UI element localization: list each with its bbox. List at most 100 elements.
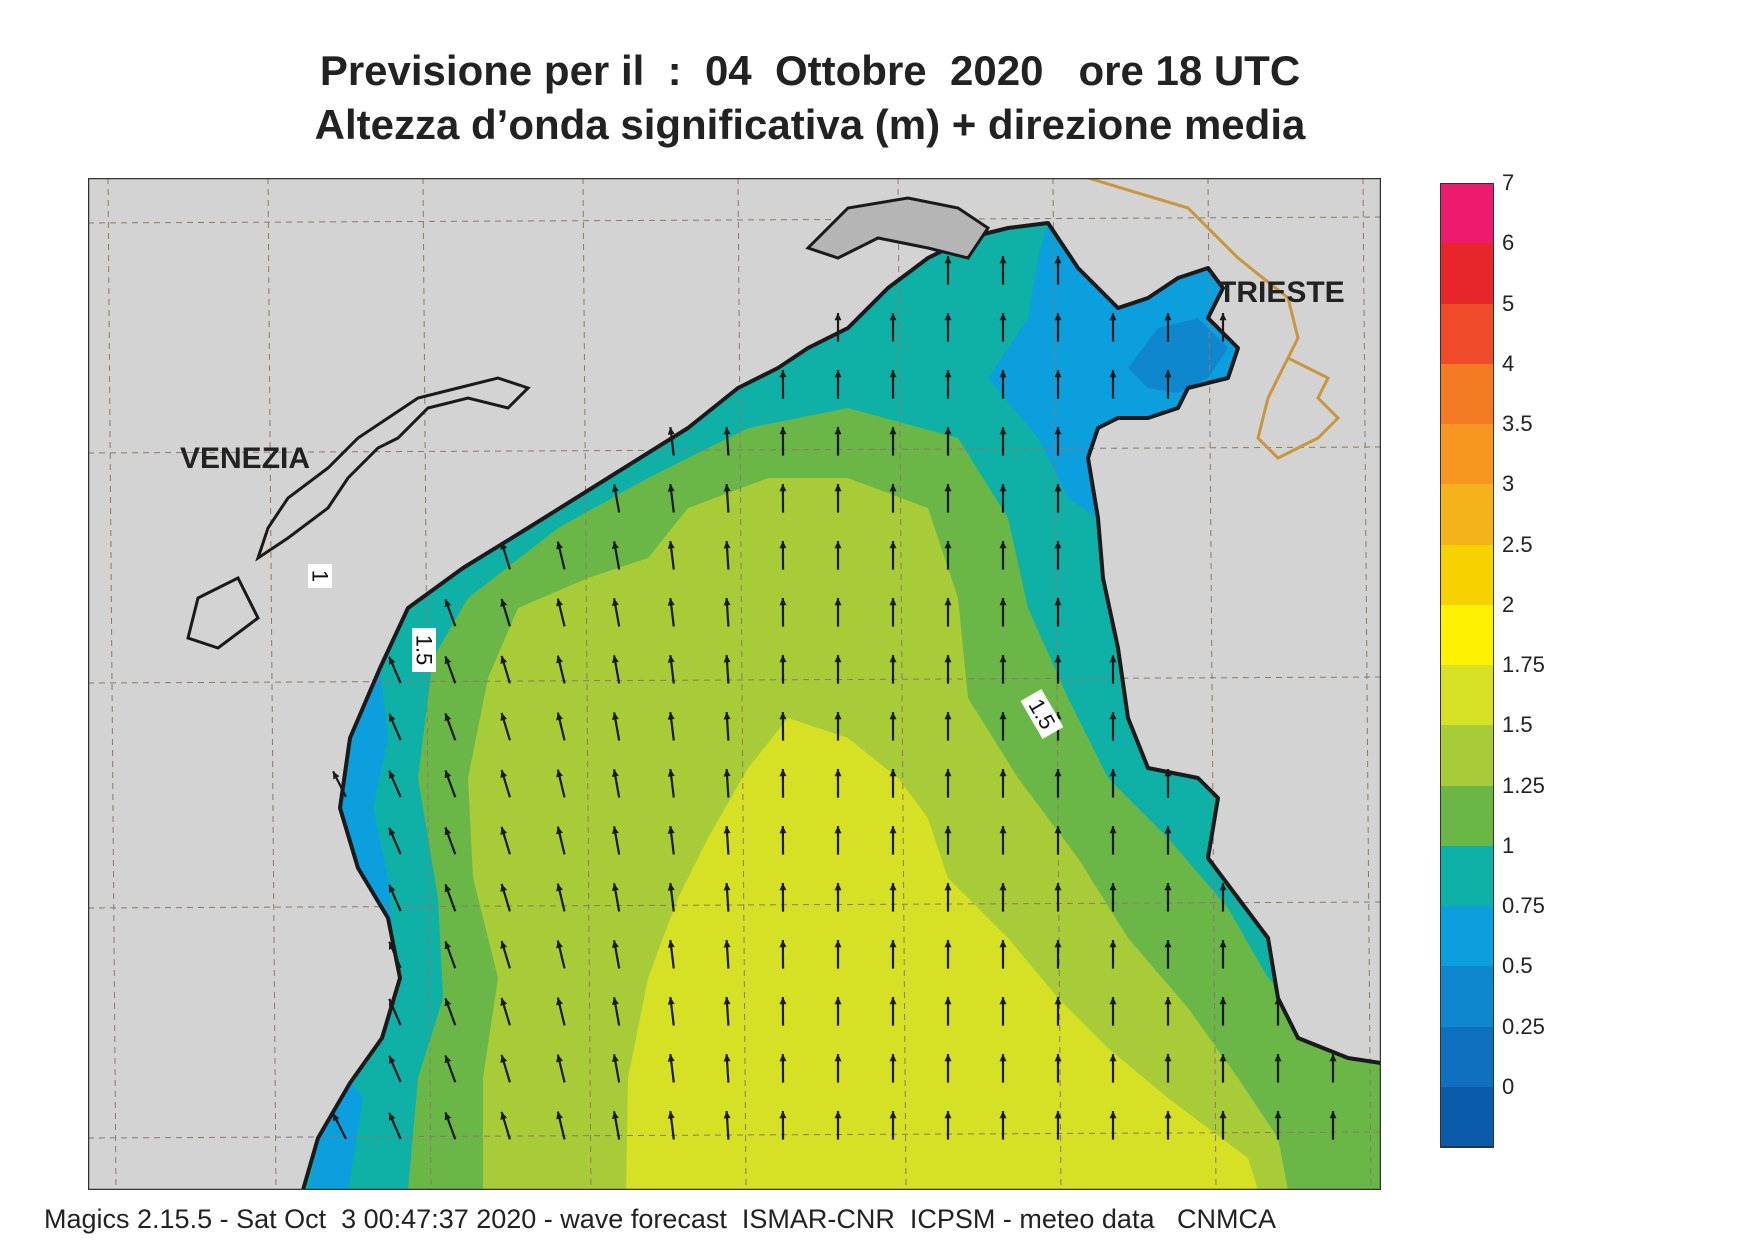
legend-tick-label: 7	[1502, 170, 1515, 195]
contour-label-1-text: 1	[308, 570, 333, 582]
wave-arrow-head	[889, 1111, 897, 1119]
wave-arrow-head	[723, 427, 731, 435]
wave-arrow-head	[889, 1054, 897, 1062]
wave-arrow-head	[999, 997, 1007, 1005]
wave-arrow-head	[944, 712, 952, 720]
legend-tick-label: 0.5	[1502, 953, 1533, 979]
wave-arrow-head	[388, 827, 396, 836]
legend-tick-label: 0.75	[1502, 893, 1545, 918]
wave-arrow-head	[556, 997, 563, 1006]
wave-arrow-head	[834, 484, 842, 492]
wave-arrow-head	[1054, 1111, 1062, 1119]
wave-arrow-head	[944, 1111, 952, 1119]
wave-arrow-head	[1054, 769, 1062, 777]
grid-meridian	[1052, 178, 1062, 1190]
wave-arrow-head	[834, 769, 842, 777]
border-line	[1087, 178, 1341, 460]
wave-arrow-head	[999, 484, 1007, 492]
wave-arrow-head	[1164, 997, 1172, 1005]
wave-arrow-head	[1109, 826, 1117, 834]
wave-arrow-head	[1164, 826, 1172, 834]
wave-arrow-head	[611, 769, 619, 778]
wave-arrow-head	[500, 541, 508, 550]
grid-meridian	[582, 178, 592, 1190]
wave-arrow-head	[944, 370, 952, 378]
wave-arrow-head	[444, 827, 452, 836]
wave-arrow-head	[779, 997, 787, 1005]
wave-arrow-head	[556, 712, 563, 721]
wave-arrow-head	[944, 427, 952, 435]
wave-arrow-head	[889, 370, 897, 378]
wave-map: 1 1.5 1.5 VENEZIA TRIESTE	[88, 178, 1381, 1190]
wave-arrow-head	[500, 1111, 508, 1120]
wave-arrow-head	[388, 770, 396, 779]
contour-label-1: 1	[308, 564, 333, 588]
wave-arrow-head	[779, 826, 787, 834]
wave-arrow-head	[779, 769, 787, 777]
wave-arrow-head	[1109, 313, 1117, 321]
wave-arrow-head	[444, 998, 452, 1007]
wave-arrow-head	[388, 656, 396, 665]
wave-arrow-head	[388, 1055, 396, 1064]
parameter-title: Altezza d’onda significativa (m) + direz…	[314, 101, 1306, 148]
wave-arrow-head	[834, 712, 842, 720]
footer-credits: Magics 2.15.5 - Sat Oct 3 00:47:37 2020 …	[44, 1204, 1276, 1234]
wave-arrow-head	[889, 997, 897, 1005]
wave-arrow-head	[556, 883, 563, 892]
wave-arrow-head	[1109, 769, 1117, 777]
wave-arrow-head	[611, 484, 619, 493]
coastline	[301, 221, 1381, 1190]
wave-arrow-head	[556, 541, 563, 550]
wave-arrow-head	[556, 598, 563, 607]
wave-arrow-head	[500, 1054, 508, 1063]
wave-arrow-head	[1054, 370, 1062, 378]
wave-arrow-head	[611, 940, 619, 949]
wave-arrow-head	[779, 940, 787, 948]
wave-arrow-head	[944, 769, 952, 777]
wave-arrow-head	[779, 655, 787, 663]
wave-arrow-head	[611, 1054, 619, 1063]
wave-arrow-head	[834, 883, 842, 891]
wave-arrow-head	[834, 1111, 842, 1119]
legend-tick-label: 5	[1502, 290, 1515, 316]
wave-arrow-head	[667, 598, 675, 606]
wave-arrow-head	[723, 712, 731, 720]
legend-tick-label: 3	[1502, 471, 1515, 497]
wave-arrow-head	[1109, 940, 1117, 948]
wave-arrow-head	[1054, 1054, 1062, 1062]
wave-arrow-head	[779, 883, 787, 891]
grid-meridian	[107, 178, 117, 1190]
legend-swatch	[1440, 665, 1494, 727]
wave-arrow-head	[667, 655, 675, 663]
wave-arrow-head	[556, 1111, 563, 1120]
wave-arrow-head	[889, 313, 897, 321]
map-border	[88, 178, 1381, 1190]
legend-tick-label: 3.5	[1502, 411, 1533, 436]
wave-arrow-head	[1054, 313, 1062, 321]
wave-arrow-head	[611, 655, 619, 664]
wave-arrow-head	[1054, 427, 1062, 435]
legend-swatch	[1440, 1026, 1494, 1088]
wave-arrow-head	[1164, 370, 1172, 378]
wave-arrow-head	[556, 826, 563, 835]
wave-arrow-head	[1054, 484, 1062, 492]
wave-arrow-head	[999, 826, 1007, 834]
wave-arrow-head	[556, 940, 563, 949]
wave-arrow-head	[667, 1111, 675, 1119]
grid-meridian	[267, 178, 277, 1190]
wave-arrow-head	[1164, 313, 1172, 321]
wave-arrow-head	[723, 883, 731, 891]
wave-arrow-head	[944, 598, 952, 606]
wave-arrow-head	[611, 826, 619, 835]
wave-arrow-head	[999, 712, 1007, 720]
wave-arrow-head	[834, 370, 842, 378]
legend-tick-label: 1.5	[1502, 712, 1533, 738]
wave-arrow-head	[834, 1054, 842, 1062]
wave-arrow-head	[944, 883, 952, 891]
wave-arrow-head	[444, 941, 452, 950]
wave-arrow-head	[834, 655, 842, 663]
wave-arrow-head	[999, 541, 1007, 549]
wave-arrow-head	[1109, 712, 1117, 720]
wave-arrow-head	[1219, 940, 1227, 948]
wave-arrow-head	[723, 598, 731, 606]
